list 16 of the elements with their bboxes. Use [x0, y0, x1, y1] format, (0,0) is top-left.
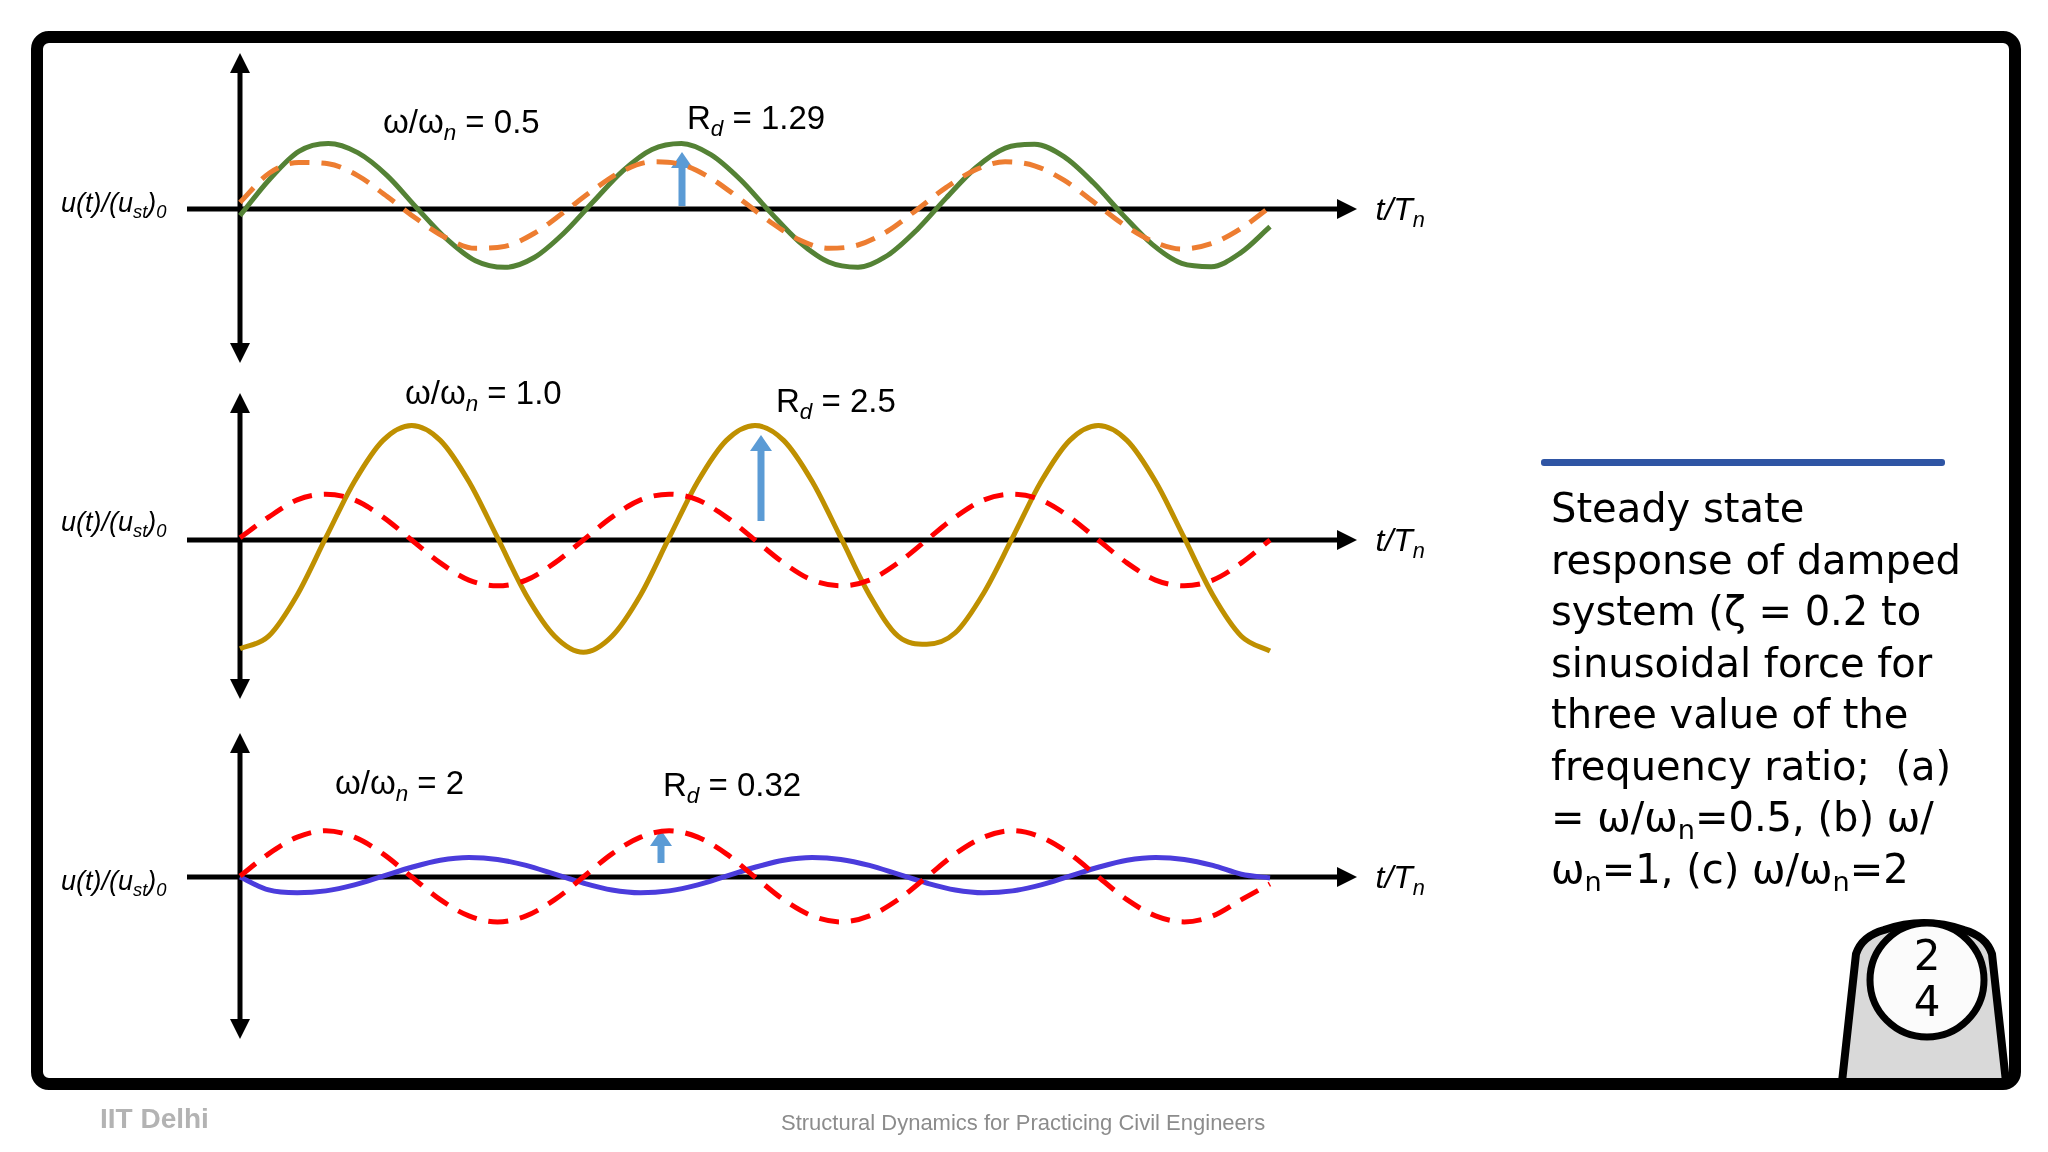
y-axis-title: u(t)/(u$_{st}$)$_{0}$	[61, 187, 167, 222]
y-axis-title: u(t)/(u$_{st}$)$_{0}$	[61, 865, 167, 900]
annotation: ω/ω$_{n}$ = 0.5	[383, 103, 540, 145]
text: ω/ω$_{n}$ = 1.0	[405, 374, 562, 416]
y-axis-title: u(t)/(u$_{st}$)$_{0}$	[61, 506, 167, 541]
text: Structural Dynamics for Practicing Civil Engineers	[781, 1110, 1266, 1136]
text: R$_{d}$ = 2.5	[776, 382, 896, 424]
text: 24	[1912, 931, 1942, 1026]
text: Steady state response of damped system (ζ = 0.2 to sinusoidal force for three value of the frequency ratio; (a) = ω/ω$_{n}$=0.5, (b) ω/ω$_{n}$=1, (c) ω/ω$_{n}$=2	[1551, 485, 1961, 897]
text: IIT Delhi	[100, 1103, 209, 1135]
x-axis-title: t/T$_{n}$	[1375, 190, 1425, 232]
text: R$_{d}$ = 1.29	[687, 99, 826, 141]
x-axis-title: t/T$_{n}$	[1375, 521, 1425, 563]
text: R$_{d}$ = 0.32	[663, 766, 802, 808]
text: ω/ω$_{n}$ = 2	[335, 764, 465, 806]
x-axis-title: t/T$_{n}$	[1375, 858, 1425, 900]
